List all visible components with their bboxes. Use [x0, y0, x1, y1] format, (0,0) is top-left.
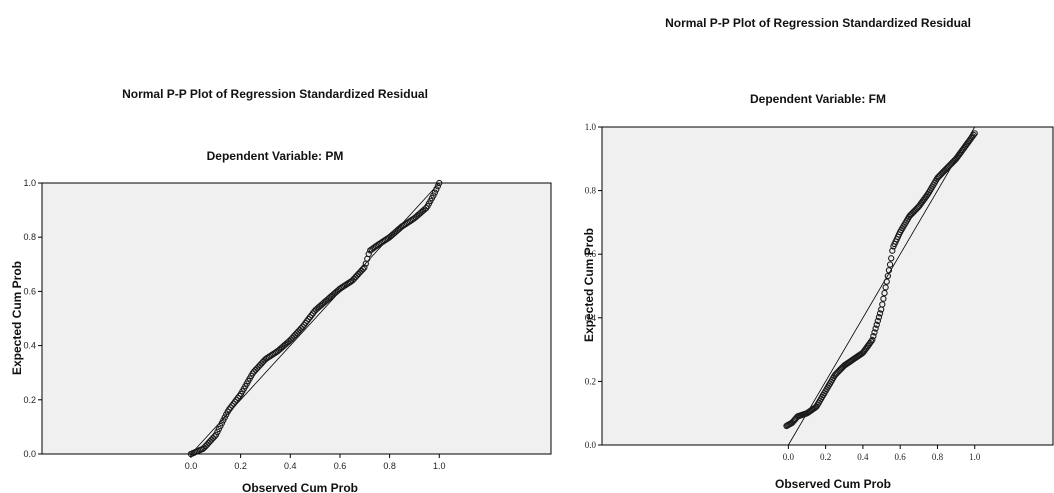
y-tick-label: 0.6 — [23, 286, 36, 296]
data-point-fm — [874, 317, 881, 325]
x-tick-label: 0.6 — [334, 461, 347, 471]
y-tick-label: 0.6 — [585, 249, 597, 259]
x-axis-fm: 0.0 0.2 0.4 0.6 0.8 1.0 — [783, 445, 981, 462]
x-tick-label: 0.8 — [383, 461, 396, 471]
data-point-fm — [871, 329, 878, 336]
chart-title-pm: Normal P-P Plot of Regression Standardiz… — [122, 87, 428, 101]
chart-title-fm: Normal P-P Plot of Regression Standardiz… — [665, 16, 971, 30]
data-point-fm — [888, 255, 895, 262]
data-point-fm — [873, 321, 880, 328]
y-tick-label: 0.4 — [23, 341, 36, 351]
x-tick-label: 0.4 — [284, 461, 297, 471]
chart-subtitle-pm: Dependent Variable: PM — [207, 149, 344, 163]
x-axis-pm: 0.0 0.2 0.4 0.6 0.8 1.0 — [185, 454, 446, 471]
data-point-pm — [211, 433, 218, 440]
x-tick-label: 0.8 — [932, 452, 944, 462]
data-point-fm — [882, 284, 889, 291]
data-point-fm — [889, 247, 896, 254]
data-point-fm — [869, 336, 876, 344]
plot-area-pm — [41, 182, 552, 455]
y-axis-pm: 0.0 0.2 0.4 0.6 0.8 1.0 — [23, 178, 42, 459]
x-tick-label: 0.4 — [857, 452, 869, 462]
y-tick-label: 0.2 — [23, 395, 36, 405]
y-axis-label-fm: Expected Cum Prob — [582, 228, 596, 342]
data-point-fm — [872, 325, 879, 332]
data-point-fm — [886, 261, 894, 268]
y-tick-label: 0.2 — [585, 376, 596, 386]
x-tick-label: 1.0 — [969, 452, 981, 462]
chart-pm: Normal P-P Plot of Regression Standardiz… — [10, 87, 552, 493]
data-point-fm — [971, 130, 978, 137]
x-tick-label: 0.6 — [895, 452, 907, 462]
data-point-fm — [880, 295, 887, 302]
y-tick-label: 1.0 — [23, 178, 36, 188]
y-tick-label: 1.0 — [585, 122, 597, 132]
data-point-fm — [876, 310, 884, 317]
x-axis-label-pm: Observed Cum Prob — [242, 481, 358, 493]
data-point-fm — [970, 131, 977, 139]
data-point-pm — [365, 250, 372, 258]
data-point-fm — [884, 272, 892, 280]
y-tick-label: 0.4 — [585, 313, 597, 323]
data-point-pm — [433, 186, 440, 193]
plot-area-fm — [601, 126, 1054, 446]
y-tick-label: 0.0 — [585, 440, 597, 450]
chart-subtitle-fm: Dependent Variable: FM — [750, 92, 886, 106]
data-point-fm — [883, 278, 890, 285]
x-tick-label: 0.0 — [783, 452, 795, 462]
x-tick-label: 1.0 — [433, 461, 446, 471]
data-point-fm — [885, 267, 893, 274]
data-point-fm — [879, 301, 886, 308]
x-tick-label: 0.2 — [234, 461, 247, 471]
points-pm — [187, 179, 443, 458]
x-axis-label-fm: Observed Cum Prob — [775, 477, 891, 491]
data-point-fm — [870, 332, 877, 340]
y-axis-label-pm: Expected Cum Prob — [10, 261, 24, 375]
points-fm — [783, 130, 978, 430]
data-point-pm — [359, 265, 367, 273]
y-tick-label: 0.0 — [23, 449, 36, 459]
y-tick-label: 0.8 — [23, 232, 36, 242]
data-point-fm — [881, 289, 888, 297]
chart-fm: Normal P-P Plot of Regression Standardiz… — [582, 16, 1054, 491]
reference-line-fm — [788, 126, 976, 446]
data-point-pm — [431, 189, 439, 196]
y-tick-label: 0.8 — [585, 186, 597, 196]
y-axis-fm: 0.0 0.2 0.4 0.6 0.8 1.0 — [585, 122, 602, 450]
data-point-fm — [875, 313, 883, 321]
data-point-pm — [434, 183, 441, 190]
data-point-pm — [436, 179, 443, 187]
x-tick-label: 0.2 — [820, 452, 831, 462]
x-tick-label: 0.0 — [185, 461, 198, 471]
data-point-pm — [361, 264, 368, 271]
